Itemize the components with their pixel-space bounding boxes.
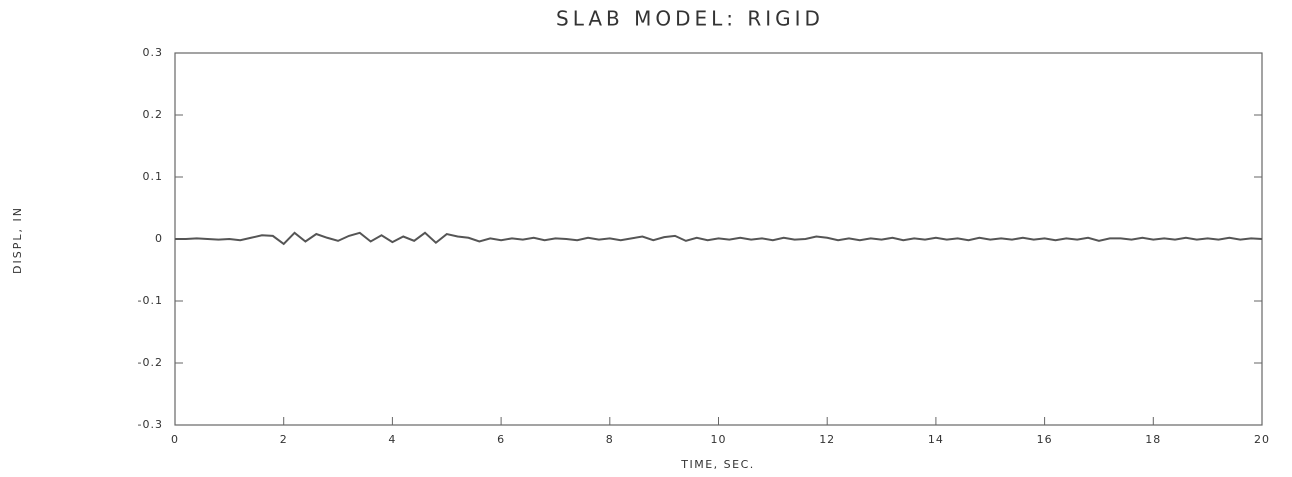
y-tick-label: 0.1 (143, 170, 164, 183)
y-tick-label: 0 (155, 232, 163, 245)
x-tick-label: 14 (928, 433, 944, 446)
y-tick-label: -0.2 (138, 356, 163, 369)
y-tick-label: -0.3 (138, 418, 163, 431)
x-tick-label: 18 (1145, 433, 1161, 446)
x-tick-label: 8 (606, 433, 614, 446)
x-axis-label: TIME, SEC. (680, 458, 755, 471)
data-line (175, 231, 1263, 246)
x-tick-label: 10 (711, 433, 727, 446)
y-tick-label: 0.2 (143, 108, 164, 121)
x-tick-label: 4 (388, 433, 396, 446)
x-tick-label: 0 (171, 433, 179, 446)
chart-title: SLAB MODEL: RIGID (556, 7, 824, 31)
x-tick-label: 12 (819, 433, 835, 446)
y-tick-label: 0.3 (143, 46, 164, 59)
x-tick-label: 20 (1254, 433, 1270, 446)
y-axis-label: DISPL, IN (11, 206, 24, 274)
x-tick-label: 16 (1037, 433, 1053, 446)
x-tick-label: 6 (497, 433, 505, 446)
y-tick-label: -0.1 (138, 294, 163, 307)
x-tick-label: 2 (280, 433, 288, 446)
